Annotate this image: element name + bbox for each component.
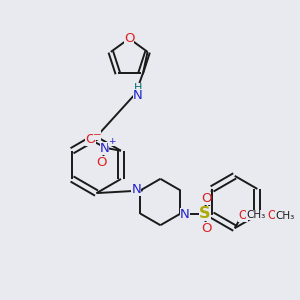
- Text: O: O: [85, 133, 96, 146]
- Text: O: O: [124, 32, 134, 45]
- Text: N: N: [180, 208, 190, 221]
- Text: O: O: [201, 222, 211, 235]
- Text: O: O: [96, 156, 107, 169]
- Text: O: O: [238, 208, 248, 222]
- Text: N: N: [131, 183, 141, 196]
- Text: S: S: [199, 206, 211, 221]
- Text: O: O: [267, 209, 276, 222]
- Text: H: H: [134, 83, 142, 93]
- Text: CH₃: CH₃: [275, 211, 294, 221]
- Text: −: −: [92, 130, 101, 140]
- Text: CH₃: CH₃: [247, 210, 266, 220]
- Text: N: N: [100, 142, 110, 155]
- Text: O: O: [201, 192, 211, 205]
- Text: N: N: [133, 89, 143, 102]
- Text: +: +: [108, 137, 116, 146]
